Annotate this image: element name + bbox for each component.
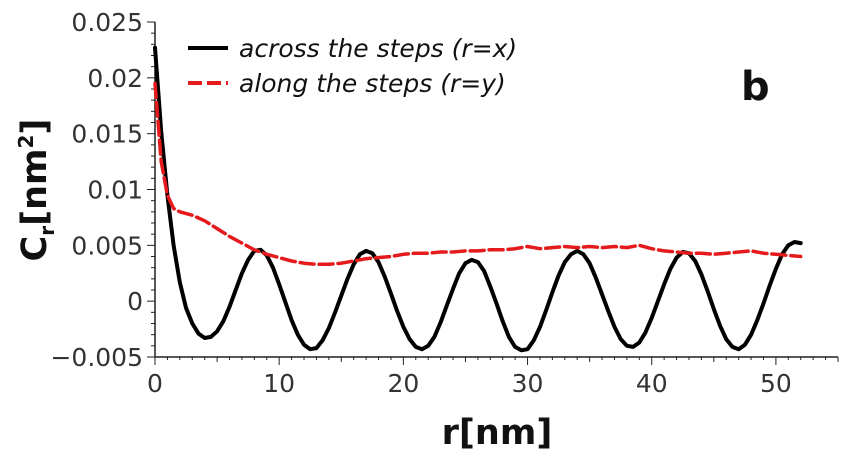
y-tick-label: 0.015 (71, 120, 143, 149)
x-tick-label: 50 (760, 369, 792, 398)
y-axis-title-close: ] (15, 119, 55, 135)
plot-axes: 0 10 20 30 40 50−0.00500.0050.010.0150.020.02… (50, 8, 839, 398)
y-tick-label: 0.025 (71, 8, 143, 37)
panel-label: b (741, 64, 770, 110)
series-line-along (153, 81, 803, 267)
x-tick-label: 30 (512, 369, 544, 398)
y-tick-label: 0 (127, 287, 143, 316)
y-axis-title-sub: r (35, 226, 59, 236)
x-tick-label: 10 (263, 369, 295, 398)
y-tick-label: 0.02 (87, 64, 143, 93)
y-tick-label: 0.005 (71, 231, 143, 260)
series-layer (153, 45, 803, 353)
y-axis-title-main: C (15, 236, 55, 262)
y-tick-label: 0.01 (87, 176, 143, 205)
x-tick-label: 0 (147, 369, 163, 398)
x-tick-label: 20 (387, 369, 419, 398)
y-tick-label: −0.005 (50, 343, 143, 372)
y-axis-title-unit: [nm (15, 148, 55, 225)
legend-label-along: along the steps (r=y) (239, 69, 506, 98)
legend: across the steps (r=x) along the steps (… (188, 34, 517, 98)
x-axis-title: r[nm] (442, 413, 553, 453)
y-axis-title: Cr[nm2] (14, 119, 59, 262)
y-axis-title-sup: 2 (14, 135, 38, 149)
x-tick-label: 40 (636, 369, 668, 398)
legend-label-across: across the steps (r=x) (239, 34, 517, 63)
